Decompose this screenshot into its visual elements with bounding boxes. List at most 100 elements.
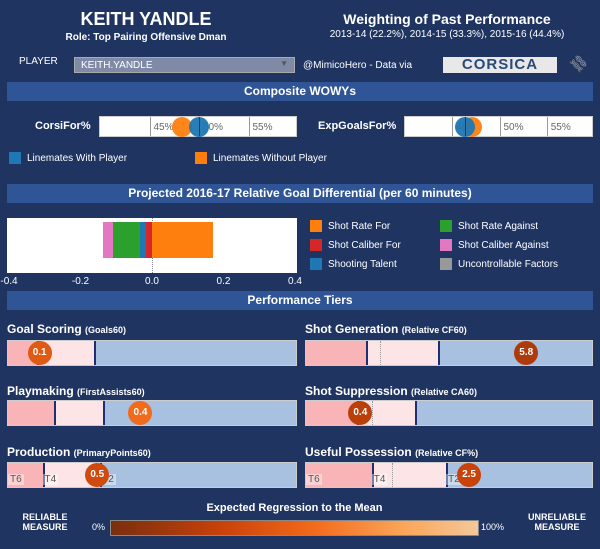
tier-value-dot: 2.5 [457,463,482,487]
tier-metric: (Relative CA60) [411,387,478,397]
tier-boundary [94,341,97,365]
wowy-metric-label: ExpGoalsFor% [318,120,397,132]
tier-boundary [414,401,417,425]
tier-bar: 5.8 [305,340,593,366]
corsica-logo[interactable]: CORSICA [443,57,557,73]
tier-bar: T6T4T20.5 [7,462,297,488]
bar-shot-caliber-for [146,222,152,258]
legend-swatch [310,220,322,232]
link-icon[interactable]: ⛓ [566,51,591,76]
legend-swatch [310,258,322,270]
axis-tick: 0.0 [145,276,159,287]
player-name: KEITH YANDLE [80,9,212,29]
weighting-detail: 2013-14 (22.2%), 2014-15 (33.3%), 2015-1… [329,29,565,40]
wowy-tick: 50% [499,117,547,136]
tier-value-dot: 0.4 [128,401,153,425]
legend-shot-caliber-for: Shot Caliber For [310,239,401,251]
tier-boundary [366,341,369,365]
chevron-down-icon: ▼ [280,59,288,68]
bar-shot-rate-for [152,222,213,258]
tier-dotted-line [391,463,393,487]
tier-label: Shot Generation (Relative CF60) [305,322,467,336]
tier-boundary [437,341,440,365]
legend-uncontrollable-factors: Uncontrollable Factors [440,258,558,270]
tier-text: T6 [8,474,24,485]
wowy-dot-without [172,117,193,137]
legend-label: Linemates Without Player [213,152,327,164]
axis-tick: -0.2 [71,276,90,287]
player-dropdown-value: KEITH.YANDLE [81,60,153,71]
tier-mid [371,463,447,487]
scale-max: 100% [481,522,505,532]
tier-label: Playmaking (FirstAssists60) [7,384,145,398]
wowy-tick: 55% [248,117,299,136]
wowy-tick: 45% [149,117,200,136]
legend-swatch [195,152,207,164]
tier-label: Goal Scoring (Goals60) [7,322,126,336]
tier-text: T4 [42,474,59,485]
tier-dotted-line [371,401,373,425]
legend-shot-rate-for: Shot Rate For [310,220,390,232]
tier-name: Goal Scoring [7,322,82,336]
tier-bar: 0.4 [305,400,593,426]
weighting-title: Weighting of Past Performance [343,11,551,27]
tier-metric: (Relative CF60) [401,325,467,335]
tier-name: Shot Suppression [305,384,408,398]
projection-chart [7,218,297,273]
legend-label: Shot Caliber Against [458,239,549,251]
tier-low [306,341,367,365]
projection-header: Projected 2016-17 Relative Goal Differen… [7,184,593,203]
bar-shot-rate-against [113,222,140,258]
legend-swatch [310,239,322,251]
wowy-bar: 45%50%55% [404,116,593,137]
tier-text: T4 [371,474,388,485]
tier-bar: 0.1 [7,340,297,366]
tier-value-dot: 0.5 [85,463,110,487]
tier-value-dot: 0.1 [27,341,52,365]
tier-mid [54,401,104,425]
tier-label: Useful Possession (Relative CF%) [305,445,478,459]
tier-metric: (PrimaryPoints60) [73,448,151,458]
legend-shot-caliber-against: Shot Caliber Against [440,239,549,251]
tier-metric: (FirstAssists60) [77,387,145,397]
legend-label: Shot Rate For [328,220,391,232]
credit-text: @MimicoHero - Data via [303,60,413,71]
legend-swatch [440,258,452,270]
regression-gradient [110,520,479,536]
tier-text: T6 [306,474,322,485]
wowy-header: Composite WOWYs [7,82,593,101]
player-role: Role: Top Pairing Offensive Dman [65,32,227,43]
legend-label: Shot Rate Against [458,220,539,232]
legend-swatch [9,152,21,164]
tier-text: T2 [446,474,462,485]
tier-boundary [42,463,45,487]
bar-shot-caliber-against [102,222,114,258]
tier-low [306,463,372,487]
legend-label: Uncontrollable Factors [458,258,559,270]
tier-boundary [103,401,106,425]
legend-without: Linemates Without Player [195,152,327,164]
tier-low [8,463,43,487]
legend-swatch [440,239,452,251]
scale-title: Expected Regression to the Mean [206,502,383,514]
axis-tick: 0.4 [288,276,302,287]
tier-bar: T6 T4 T2 2.5 [305,462,593,488]
player-dropdown[interactable]: KEITH.YANDLE ▼ [74,57,295,73]
tier-boundary [371,463,374,487]
tier-boundary [446,463,449,487]
axis-tick: -0.4 [0,276,18,287]
tier-name: Playmaking [7,384,74,398]
tier-name: Shot Generation [305,322,399,336]
wowy-with-line [464,117,466,136]
tier-metric: (Relative CF%) [415,448,479,458]
wowy-with-line [199,117,200,136]
unreliable-label: UNRELIABLE MEASURE [528,512,586,532]
tier-boundary [54,401,57,425]
wowy-tick: 55% [546,117,594,136]
legend-label: Linemates With Player [27,152,128,164]
legend-swatch [440,220,452,232]
legend-shooting-talent: Shooting Talent [310,258,397,270]
tiers-header: Performance Tiers [7,291,593,310]
axis-tick: 0.2 [216,276,231,287]
bar-shooting-talent [139,222,147,258]
